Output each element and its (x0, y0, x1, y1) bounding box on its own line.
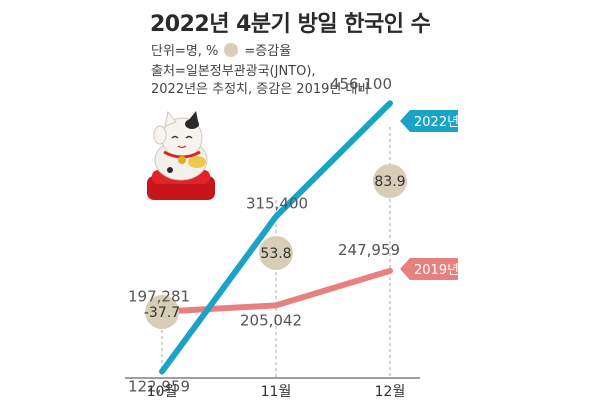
lucky-cat-icon (147, 110, 215, 200)
value-label-2022-nov: 315,400 (246, 195, 308, 213)
value-label-2019-dec: 247,959 (338, 241, 400, 259)
bubble-circle-dec (373, 164, 407, 198)
series-name-2022: 2022년 (414, 115, 459, 130)
change-rate-dec: 83.9 (374, 174, 405, 190)
series-name-2019: 2019년 (414, 263, 459, 278)
series-tag-2019: 2019년 (400, 258, 459, 280)
value-label-2022-dec: 456,100 (330, 75, 392, 93)
x-tick-label-dec: 12월 (375, 384, 406, 400)
bubble-circle-nov (259, 236, 293, 270)
series-tag-2022: 2022년 (400, 110, 459, 132)
value-label-2022-oct: 122,959 (128, 378, 190, 396)
change-rate-bubble-oct: -37.7 (144, 295, 180, 329)
change-rate-bubble-dec: 83.9 (373, 164, 407, 198)
chart-title: 2022년 4분기 방일 한국인 수 (150, 12, 431, 37)
unit-legend-row: 단위=명, % =증감율 (151, 40, 291, 59)
x-tick-label-oct: 10월 (147, 384, 178, 400)
value-label-2019-nov: 205,042 (240, 311, 302, 329)
series-line-2019 (159, 267, 393, 315)
change-rate-legend-icon (224, 42, 239, 57)
change-rate-bubble-nov: 53.8 (259, 236, 293, 270)
change-rate-oct: -37.7 (144, 305, 180, 321)
unit-text: 단위=명, % (151, 44, 219, 59)
series-line-2022 (159, 100, 393, 375)
change-rate-legend-text: =증감율 (244, 44, 292, 59)
value-label-2019-oct: 197,281 (128, 288, 190, 306)
change-rate-nov: 53.8 (260, 246, 291, 262)
source-line-1: 출처=일본정부관광국(JNTO), (151, 64, 316, 79)
source-line-2: 2022년은 추정치, 증감은 2019년 대비 (151, 82, 370, 97)
bubble-circle-oct (145, 295, 179, 329)
x-tick-label-nov: 11월 (261, 384, 292, 400)
